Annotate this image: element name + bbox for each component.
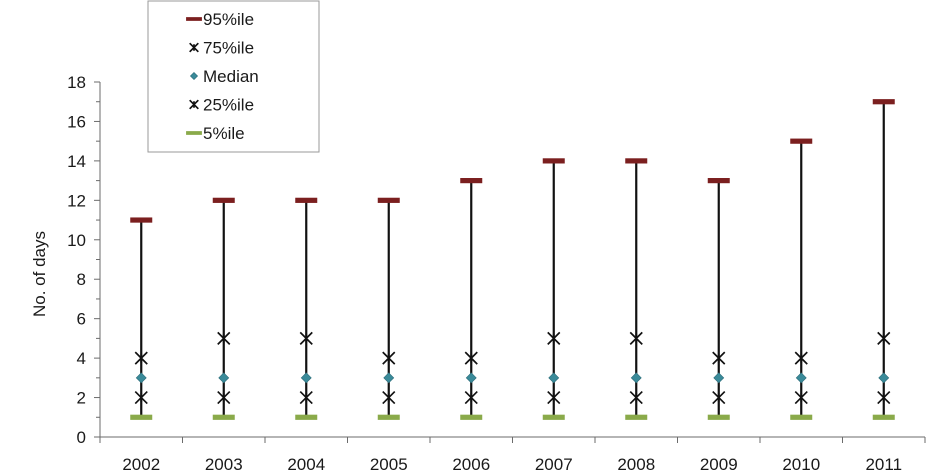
marker-p75: [299, 331, 313, 345]
marker-median: [713, 372, 725, 384]
marker-p25: [877, 390, 891, 405]
marker-p75: [464, 351, 478, 365]
x-tick-label: 2005: [370, 455, 408, 473]
x-tick-label: 2003: [205, 455, 243, 473]
series-median: [135, 372, 890, 384]
marker-p95: [295, 197, 318, 203]
legend-marker-p95: [186, 17, 202, 21]
marker-p25: [712, 390, 726, 405]
legend-marker-p25: [189, 99, 199, 110]
legend-box: [147, 0, 320, 153]
y-tick-label: 10: [67, 231, 86, 250]
marker-p25: [464, 390, 478, 405]
y-tick-label: 18: [67, 73, 86, 92]
y-tick-label: 14: [67, 152, 86, 171]
chart-axes: 0 2 4 6 8 10 12 14 16 18 2002 2003 2004 2005 2006 2007 2…: [67, 73, 926, 473]
series-p95: [130, 99, 895, 223]
marker-p5: [625, 414, 648, 420]
y-tick-label: 2: [77, 389, 86, 408]
marker-p95: [542, 158, 565, 164]
marker-p95: [377, 197, 400, 203]
marker-p75: [794, 351, 808, 365]
marker-p25: [382, 390, 396, 405]
legend-item-p25: 25%ile: [189, 96, 254, 115]
x-tick-label: 2004: [287, 455, 325, 473]
marker-p5: [212, 414, 235, 420]
y-tick-label: 0: [77, 428, 86, 447]
marker-p75: [712, 351, 726, 365]
marker-p75: [382, 351, 396, 365]
marker-p25: [547, 390, 561, 405]
legend-label-median: Median: [203, 67, 259, 86]
marker-p95: [872, 99, 895, 105]
marker-p25: [629, 390, 643, 405]
marker-median: [135, 372, 147, 384]
marker-p5: [460, 414, 483, 420]
y-tick-label: 6: [77, 310, 86, 329]
legend-label-p75: 75%ile: [203, 39, 254, 58]
marker-p5: [872, 414, 895, 420]
legend-item-median: Median: [189, 67, 259, 86]
legend-label-p5: 5%ile: [203, 124, 245, 143]
legend-label-p95: 95%ile: [203, 10, 254, 29]
y-tick-label: 16: [67, 112, 86, 131]
x-tick-label: 2008: [617, 455, 655, 473]
marker-p25: [134, 390, 148, 405]
marker-p5: [542, 414, 565, 420]
legend: 95%ile 75%ile Median 25%ile 5%ile: [147, 0, 320, 153]
y-tick-label: 4: [77, 349, 86, 368]
marker-p75: [547, 331, 561, 345]
marker-p75: [134, 351, 148, 365]
legend-item-p5: 5%ile: [186, 124, 245, 143]
marker-p75: [877, 331, 891, 345]
marker-p95: [790, 138, 813, 144]
marker-p25: [299, 390, 313, 405]
legend-marker-p5: [186, 131, 202, 135]
data-markers: [130, 99, 895, 420]
x-tick-label: 2011: [865, 455, 902, 473]
marker-p5: [377, 414, 400, 420]
x-tick-label: 2002: [122, 455, 160, 473]
y-tick-label: 12: [67, 191, 86, 210]
y-tick-label: 8: [77, 270, 86, 289]
marker-p25: [794, 390, 808, 405]
x-tick-label: 2009: [700, 455, 738, 473]
marker-median: [878, 372, 890, 384]
legend-marker-median: [189, 71, 199, 81]
x-tick-label: 2006: [452, 455, 490, 473]
marker-p5: [790, 414, 813, 420]
series-p75: [134, 331, 891, 365]
marker-p75: [629, 331, 643, 345]
legend-item-p75: 75%ile: [189, 39, 254, 58]
marker-p95: [212, 197, 235, 203]
marker-p95: [707, 178, 730, 184]
marker-median: [218, 372, 230, 384]
x-tick-label: 2010: [782, 455, 820, 473]
marker-median: [548, 372, 560, 384]
series-p5: [130, 414, 895, 420]
x-tick-label: 2007: [535, 455, 573, 473]
marker-median: [300, 372, 312, 384]
marker-median: [630, 372, 642, 384]
y-axis-title: No. of days: [30, 231, 49, 317]
marker-p95: [460, 178, 483, 184]
marker-p75: [217, 331, 231, 345]
legend-marker-p75: [189, 42, 199, 53]
marker-p25: [217, 390, 231, 405]
marker-median: [795, 372, 807, 384]
marker-p5: [707, 414, 730, 420]
legend-item-p95: 95%ile: [186, 10, 254, 29]
legend-label-p25: 25%ile: [203, 96, 254, 115]
marker-p5: [295, 414, 318, 420]
marker-p95: [625, 158, 648, 164]
series-p25: [134, 390, 891, 405]
marker-median: [465, 372, 477, 384]
marker-p5: [130, 414, 153, 420]
marker-median: [383, 372, 395, 384]
marker-p95: [130, 217, 153, 223]
